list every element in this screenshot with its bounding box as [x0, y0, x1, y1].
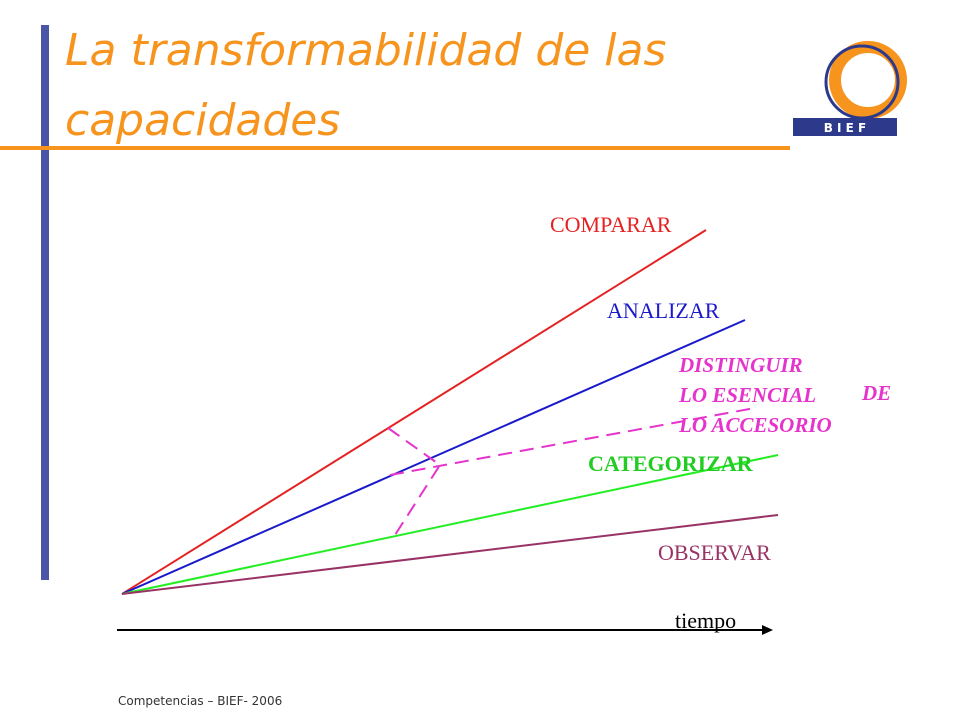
- dashed-link: [387, 427, 442, 536]
- label: DISTINGUIR: [678, 353, 803, 377]
- logo-text: B I E F: [824, 121, 867, 135]
- line-observar: [121, 514, 779, 595]
- line-comparar: [121, 229, 707, 595]
- line-categorizar: [121, 454, 779, 595]
- label: OBSERVAR: [658, 540, 771, 565]
- label: ANALIZAR: [607, 298, 720, 323]
- footer: Competencias – BIEF- 2006: [118, 694, 282, 708]
- label: LO ESENCIAL: [678, 383, 816, 407]
- side-bar: [41, 25, 49, 580]
- diagram: [117, 229, 779, 635]
- title-line: capacidades: [65, 95, 340, 146]
- title-line: La transformabilidad de las: [65, 25, 666, 76]
- label: LO ACCESORIO: [678, 413, 832, 437]
- title-rule: [0, 146, 790, 150]
- logo-bar: [793, 118, 897, 136]
- label: COMPARAR: [550, 212, 672, 237]
- line-distinguir: [389, 407, 756, 476]
- logo: B I E F: [793, 41, 907, 136]
- label: CATEGORIZAR: [588, 451, 754, 476]
- label: DE: [861, 381, 891, 405]
- line-analizar: [121, 319, 746, 595]
- axis-arrow: [762, 625, 773, 635]
- axis-label: tiempo: [675, 608, 736, 633]
